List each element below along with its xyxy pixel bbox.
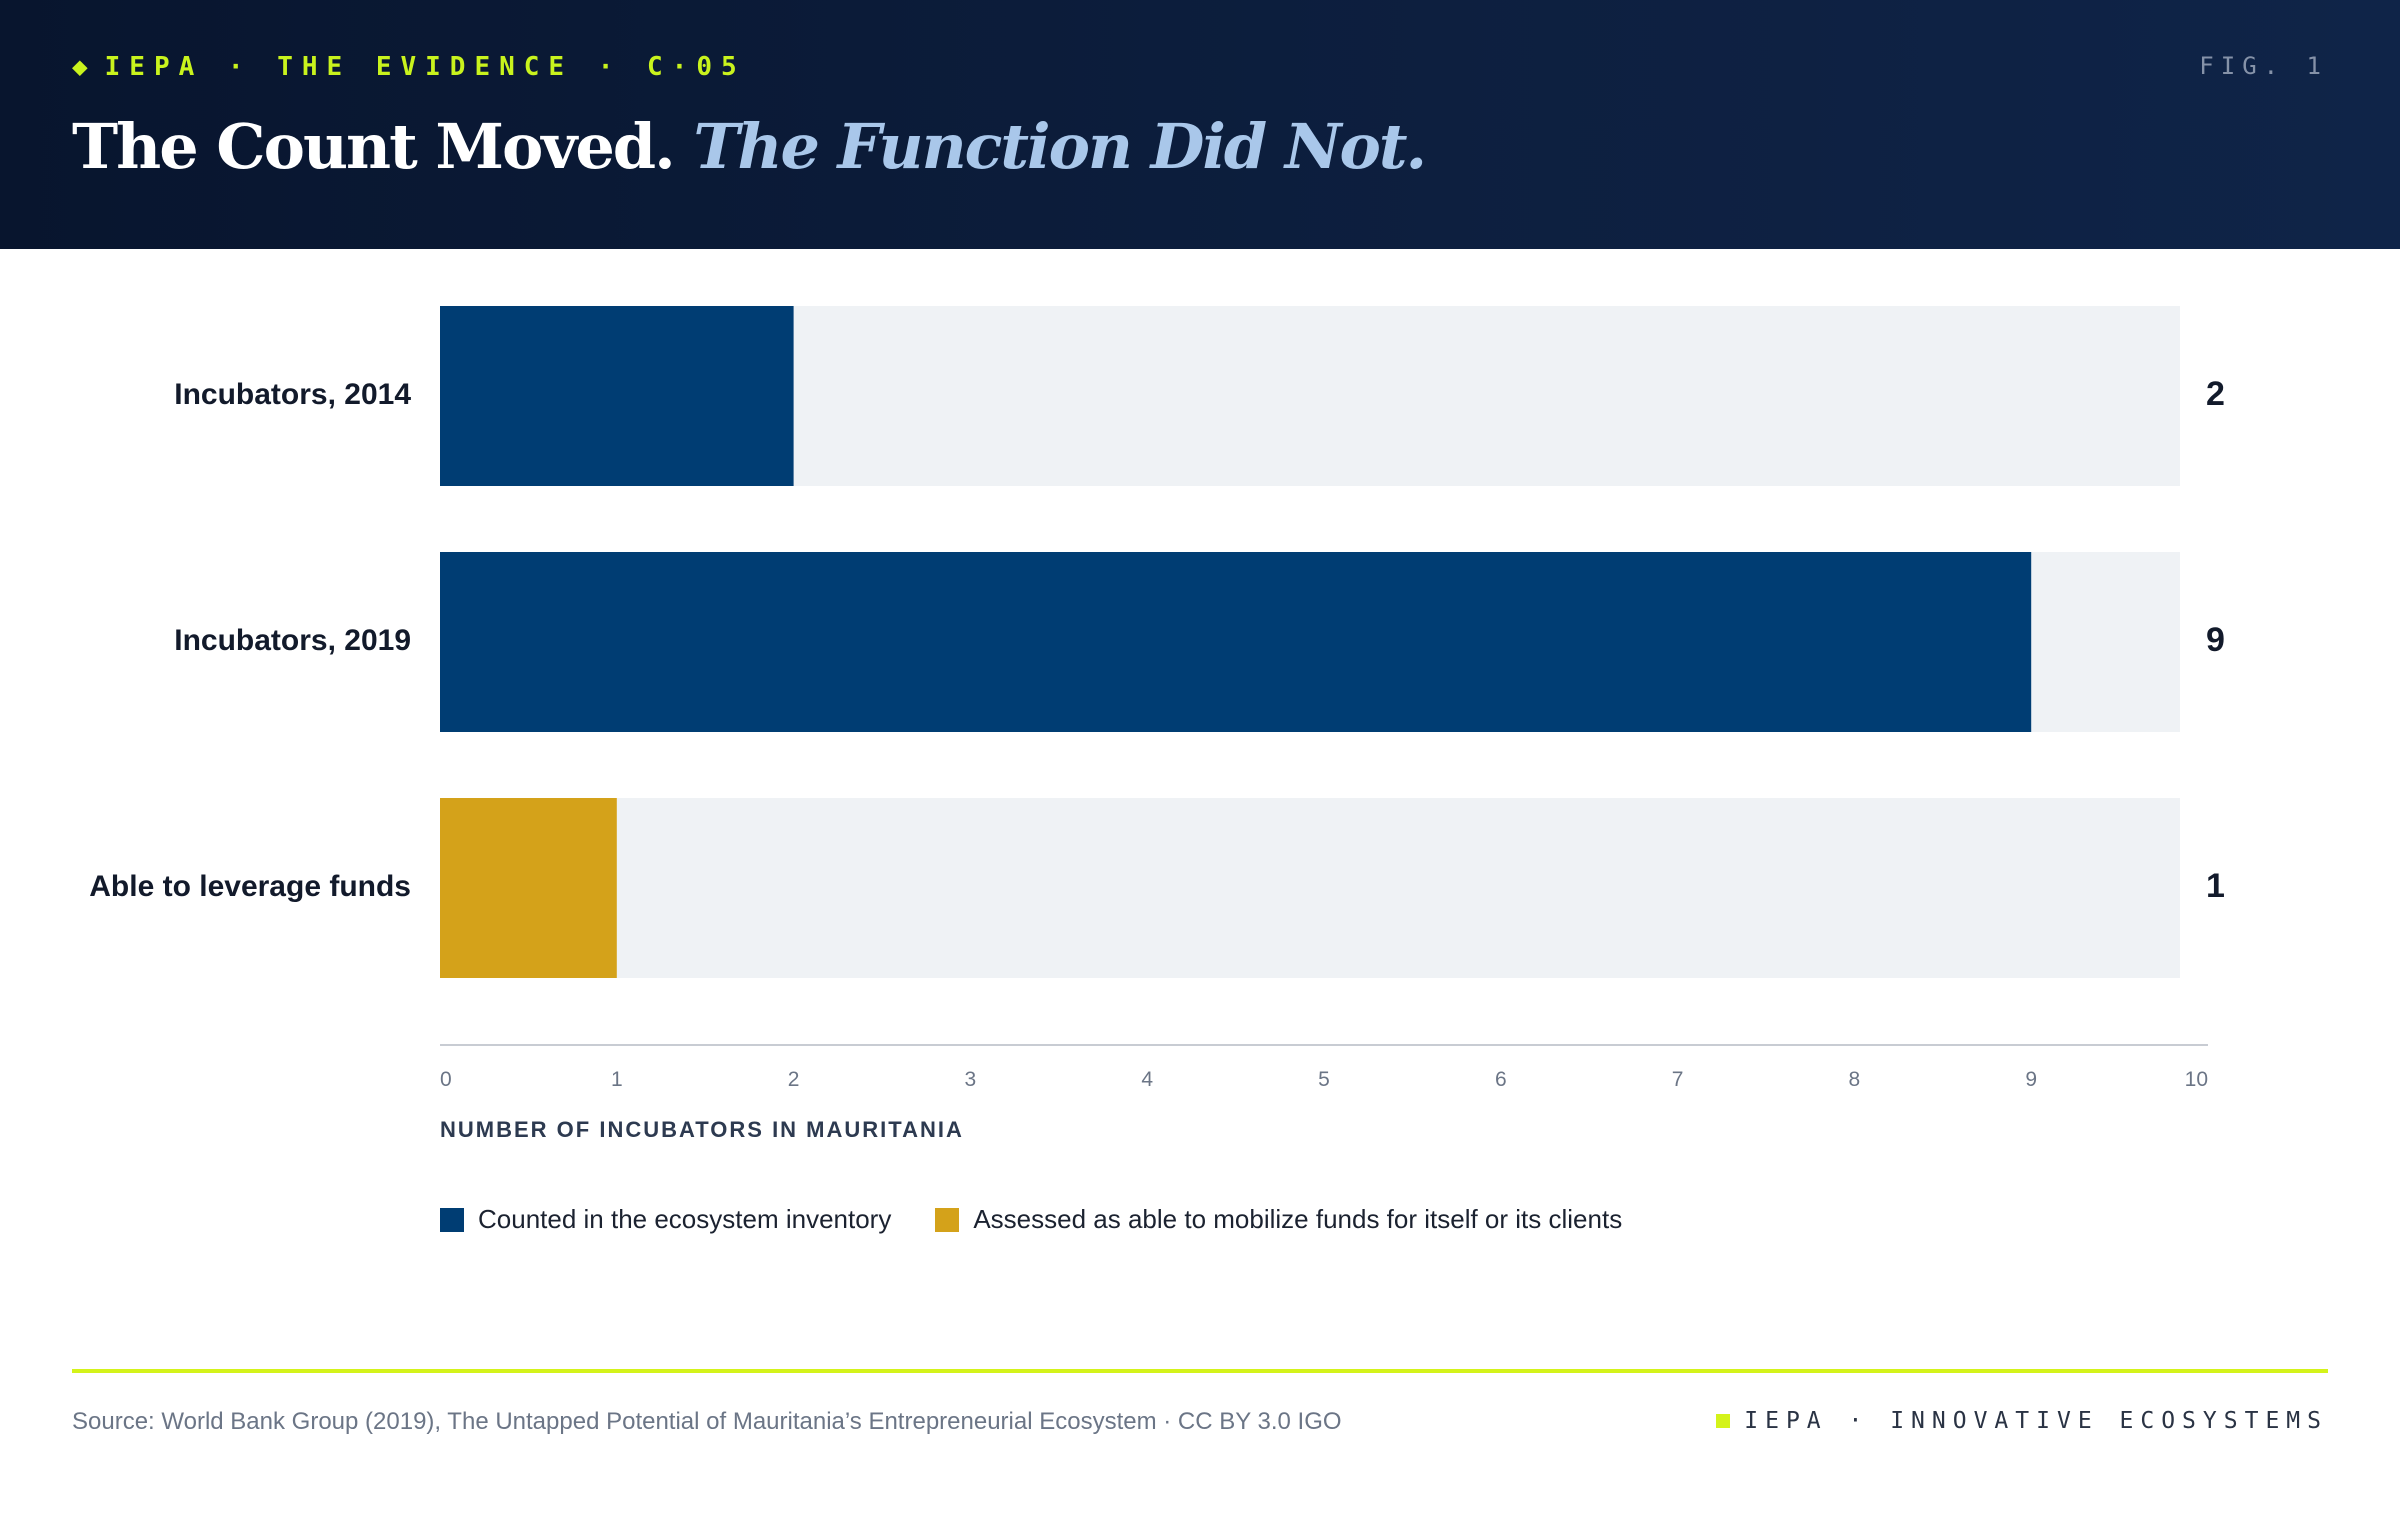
kicker-text: IEPA · THE EVIDENCE · C·05 (104, 52, 746, 82)
legend-item-assessed: Assessed as able to mobilize funds for i… (935, 1204, 1622, 1235)
page-title: The Count Moved. The Function Did Not. (72, 110, 1427, 183)
x-tick-label: 9 (2025, 1068, 2037, 1091)
title-accent: The Function Did Not. (693, 110, 1427, 183)
legend-label-counted: Counted in the ecosystem inventory (478, 1204, 892, 1234)
x-tick-label: 8 (1849, 1068, 1861, 1091)
bar (440, 798, 617, 978)
title-main: The Count Moved. (72, 110, 676, 183)
x-tick-label: 7 (1672, 1068, 1684, 1091)
x-tick-label: 2 (788, 1068, 800, 1091)
legend-swatch-counted (440, 1207, 464, 1232)
legend-swatch-assessed (935, 1207, 960, 1232)
data-label: 2 (2206, 375, 2225, 413)
bar-chart: Incubators, 2014 2 Incubators, 2019 9 Able t… (89, 306, 2225, 1142)
x-tick-label: 0 (440, 1068, 452, 1091)
bar-track (440, 798, 2180, 978)
legend-label-assessed: Assessed as able to mobilize funds for i… (973, 1204, 1623, 1234)
bar (440, 552, 2032, 732)
category-label: Able to leverage funds (89, 870, 411, 903)
header-banner: ◆ IEPA · THE EVIDENCE · C·05 FIG. 1 The C… (0, 0, 2400, 249)
chart-legend: Counted in the ecosystem inventory Asses… (440, 1204, 1666, 1235)
x-tick-label: 1 (611, 1068, 623, 1091)
x-tick-label: 3 (965, 1068, 977, 1091)
data-label: 9 (2206, 621, 2225, 659)
category-label: Incubators, 2019 (174, 624, 411, 657)
kicker: ◆ IEPA · THE EVIDENCE · C·05 (72, 52, 746, 82)
brand-mark: IEPA · INNOVATIVE ECOSYSTEMS (1716, 1408, 2328, 1434)
bar (440, 306, 794, 486)
x-tick-label: 10 (2185, 1068, 2208, 1091)
legend-item-counted: Counted in the ecosystem inventory (440, 1204, 891, 1235)
brand-text: IEPA · INNOVATIVE ECOSYSTEMS (1744, 1408, 2328, 1434)
x-tick-label: 4 (1141, 1068, 1153, 1091)
diamond-icon: ◆ (72, 52, 97, 82)
source-note: Source: World Bank Group (2019), The Unt… (72, 1408, 1342, 1435)
x-tick-label: 5 (1318, 1068, 1330, 1091)
figure-label: FIG. 1 (2199, 52, 2328, 80)
x-axis-title: NUMBER OF INCUBATORS IN MAURITANIA (440, 1117, 964, 1142)
data-label: 1 (2206, 867, 2225, 905)
brand-square-icon (1716, 1414, 1731, 1428)
category-label: Incubators, 2014 (174, 378, 411, 411)
x-tick-label: 6 (1495, 1068, 1507, 1091)
footer-rule (72, 1369, 2328, 1373)
